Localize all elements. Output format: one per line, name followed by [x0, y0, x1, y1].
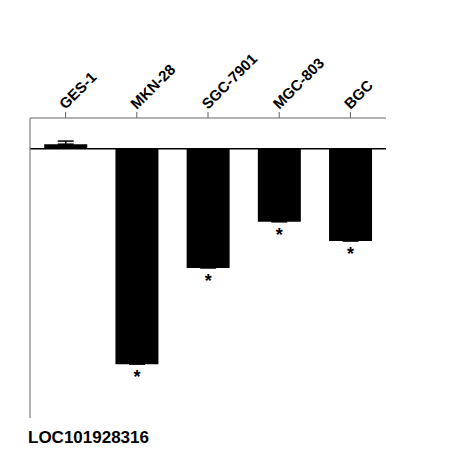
svg-text:SGC-7901: SGC-7901 [198, 50, 260, 112]
svg-text:BGC: BGC [341, 76, 377, 112]
svg-text:MKN-28: MKN-28 [127, 61, 179, 113]
svg-text:MGC-803: MGC-803 [269, 54, 327, 112]
svg-text:*: * [133, 367, 140, 387]
html-text:LOC101928316: LOC101928316 [28, 428, 149, 447]
svg-text:*: * [205, 271, 212, 291]
svg-text:*: * [276, 225, 283, 245]
svg-text:*: * [347, 244, 354, 264]
svg-text:GES-1: GES-1 [56, 68, 100, 112]
